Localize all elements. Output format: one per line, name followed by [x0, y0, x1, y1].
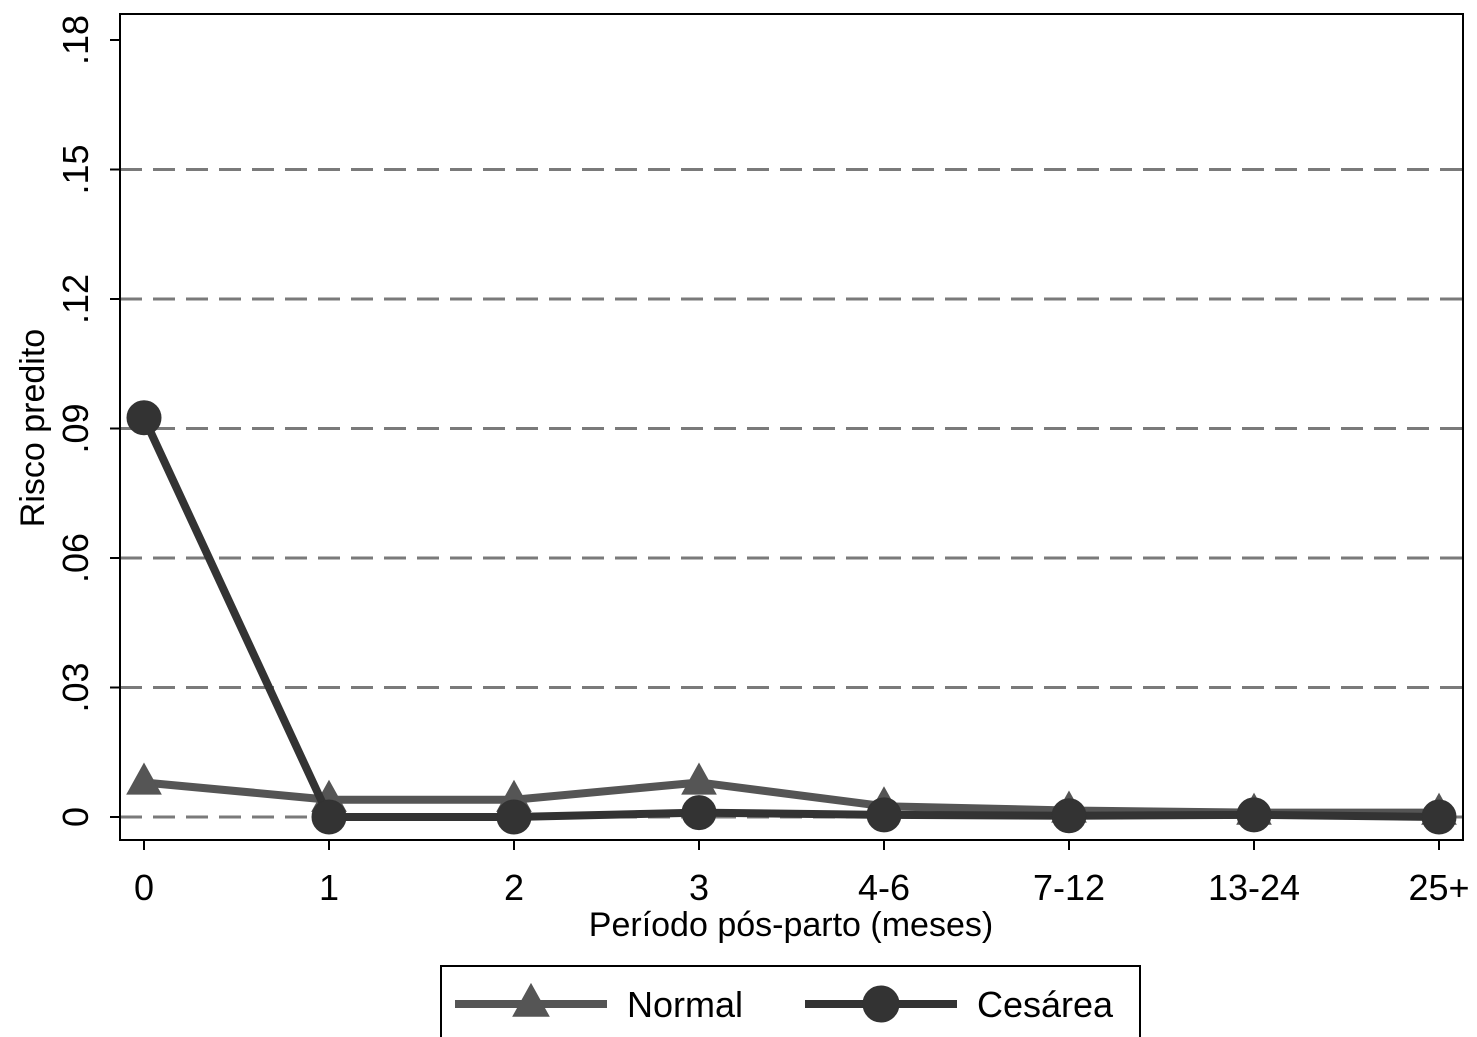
legend-item-normal: Normal [455, 982, 743, 1025]
legend-label: Cesárea [977, 984, 1114, 1025]
series [126, 400, 1457, 835]
x-axis-title: Período pós-parto (meses) [589, 906, 993, 944]
data-point-circle [1421, 799, 1457, 835]
x-tick-label: 0 [134, 867, 154, 908]
grid-lines [120, 168, 1463, 819]
y-tick-label: .06 [55, 533, 96, 583]
y-tick-label: .15 [55, 144, 96, 194]
x-tick-label: 1 [319, 867, 339, 908]
data-point-triangle [681, 762, 717, 795]
data-point-circle [311, 799, 347, 835]
legend-item-cesárea: Cesárea [805, 984, 1114, 1025]
y-axis: 0 .03 .06 .09 .12 .15 .18 [55, 15, 120, 827]
y-tick-label: .18 [55, 15, 96, 65]
x-axis: 0 1 2 3 4-6 7-12 13-24 25+ [134, 840, 1470, 908]
y-tick-label: .09 [55, 403, 96, 453]
data-point-triangle [126, 762, 162, 795]
legend-box [440, 965, 1141, 1037]
data-point-circle [1236, 797, 1272, 833]
data-point-circle [496, 799, 532, 835]
x-tick-label: 2 [504, 867, 524, 908]
legend-circle-icon [862, 985, 900, 1023]
x-tick-label: 3 [689, 867, 709, 908]
x-tick-label: 13-24 [1208, 867, 1300, 908]
legend: Normal Cesárea [440, 965, 1141, 1037]
legend-label: Normal [627, 984, 743, 1025]
data-point-circle [1051, 798, 1087, 834]
x-tick-label: 4-6 [858, 867, 910, 908]
x-tick-label: 7-12 [1033, 867, 1105, 908]
series-cesárea [126, 400, 1457, 835]
y-tick-label: 0 [55, 807, 96, 827]
data-point-circle [866, 797, 902, 833]
y-tick-label: .12 [55, 274, 96, 324]
y-axis-title: Risco predito [14, 329, 52, 527]
data-point-circle [681, 795, 717, 831]
data-point-circle [126, 400, 162, 436]
x-tick-label: 25+ [1408, 867, 1469, 908]
plot-frame [119, 13, 1464, 841]
legend-triangle-icon [512, 982, 550, 1017]
series-line [140, 416, 1440, 821]
y-tick-label: .03 [55, 662, 96, 712]
